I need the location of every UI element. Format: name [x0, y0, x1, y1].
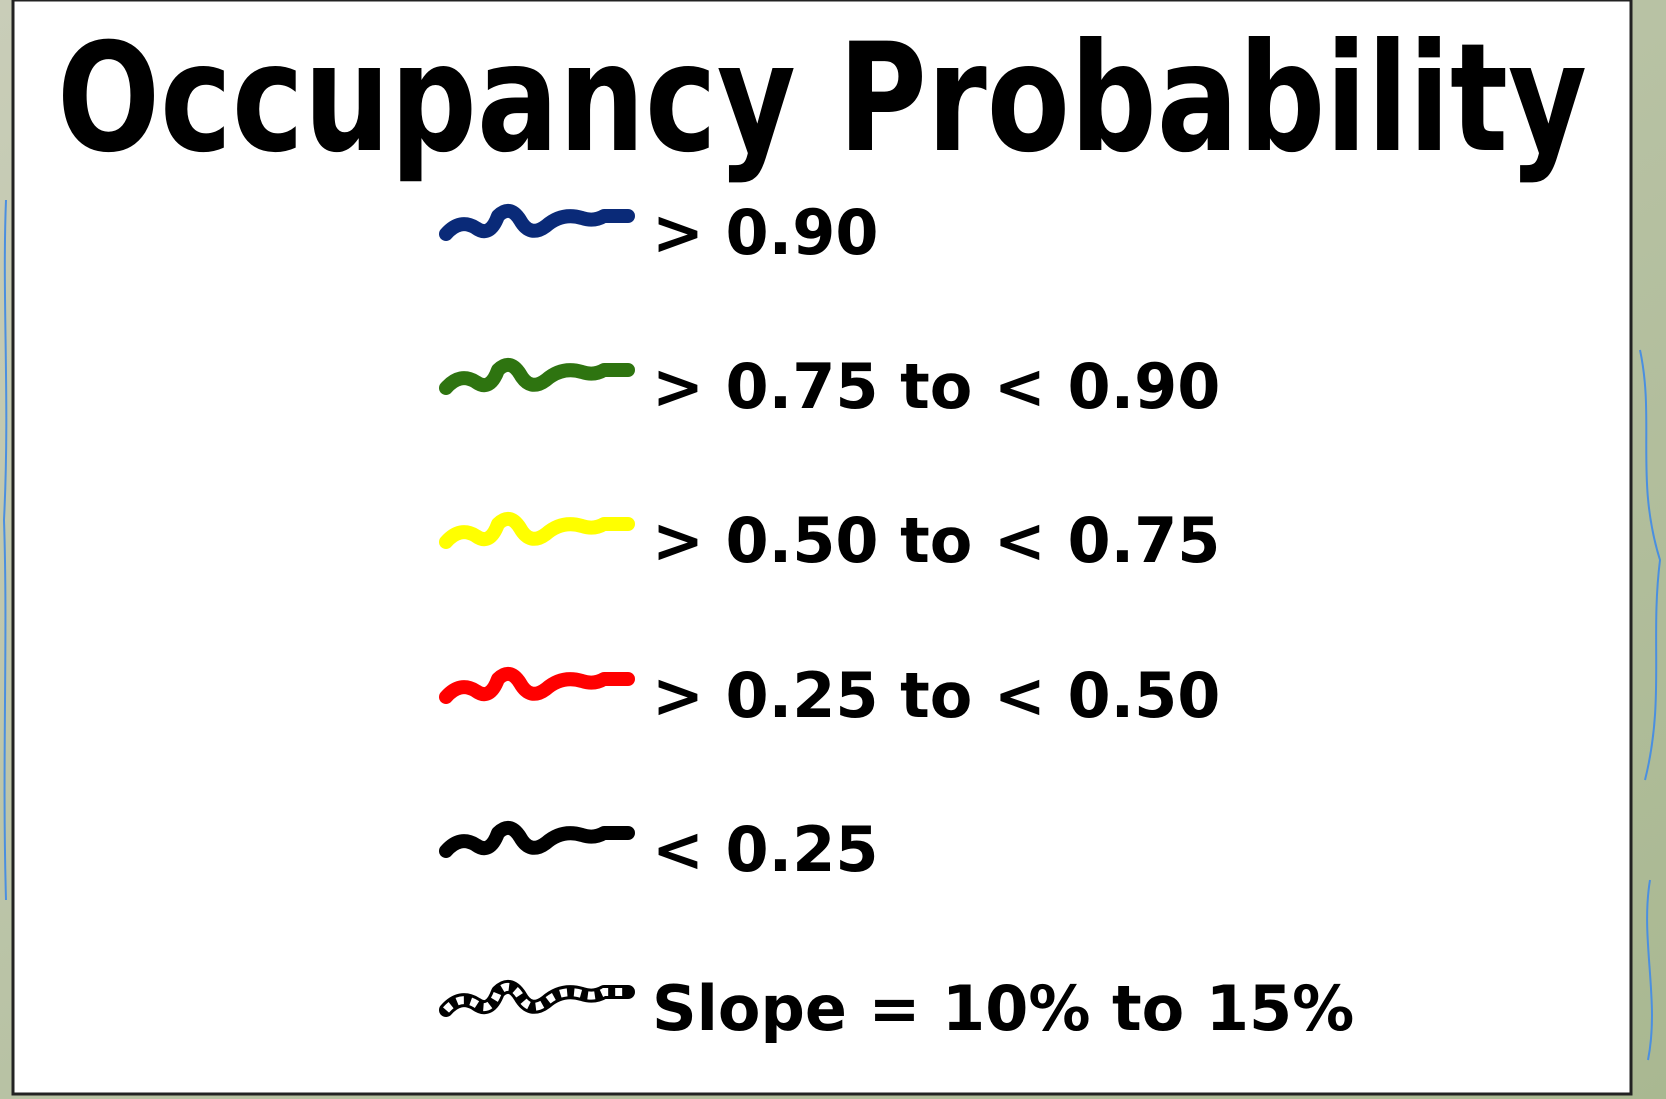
legend-panel: Occupancy Probability > 0.90 > 0.75 to < …: [0, 0, 1666, 1099]
legend-title: Occupancy Probability: [57, 12, 1587, 186]
legend-label: > 0.25 to < 0.50: [652, 659, 1220, 732]
legend-label: < 0.25: [652, 813, 879, 886]
legend-label: > 0.90: [652, 196, 879, 269]
legend-label: > 0.75 to < 0.90: [652, 350, 1220, 423]
page: Occupancy Probability > 0.90 > 0.75 to < …: [0, 0, 1666, 1099]
legend-label: > 0.50 to < 0.75: [652, 504, 1220, 577]
legend-label: Slope = 10% to 15%: [652, 972, 1354, 1045]
